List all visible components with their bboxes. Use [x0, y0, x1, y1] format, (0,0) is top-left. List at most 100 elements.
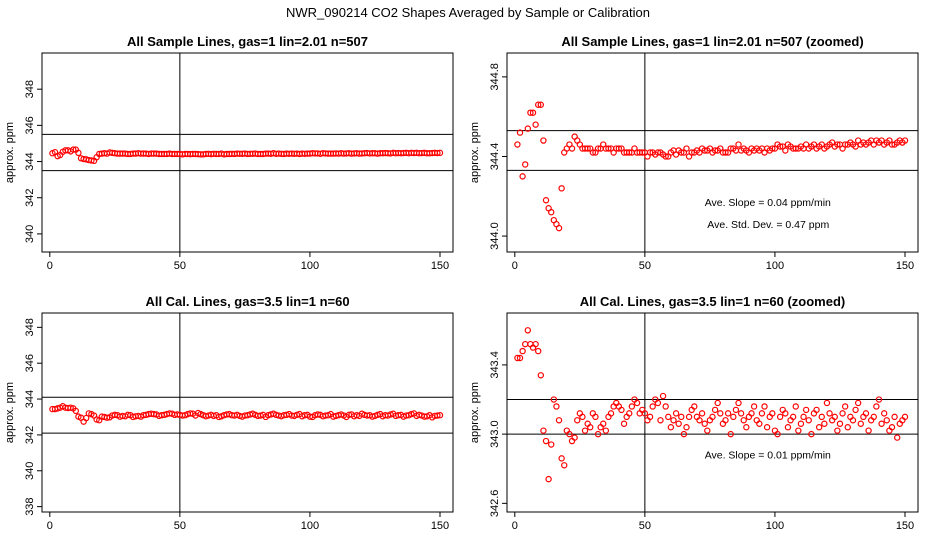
y-tick-label: 344.0 [489, 222, 501, 250]
data-point [782, 410, 789, 417]
data-point [540, 427, 547, 434]
data-point [683, 424, 690, 431]
data-point [83, 414, 90, 422]
plot-frame [506, 52, 919, 253]
data-point [85, 410, 93, 417]
data-point [124, 411, 132, 419]
data-point [519, 173, 526, 180]
data-point [516, 354, 524, 362]
data-point [901, 137, 909, 144]
data-point [545, 475, 552, 483]
data-point [727, 145, 734, 152]
data-point [678, 149, 685, 156]
y-tick-label: 343.4 [489, 351, 501, 379]
data-point [75, 149, 82, 157]
chart-title: All Cal. Lines, gas=3.5 lin=1 n=60 [145, 294, 349, 309]
data-point [537, 372, 545, 379]
data-point [555, 417, 563, 424]
data-point [672, 410, 680, 417]
data-point [893, 434, 901, 441]
chart-panel-4: All Cal. Lines, gas=3.5 lin=1 n=60 (zoom… [469, 294, 919, 532]
data-point [701, 420, 708, 427]
data-point [696, 417, 703, 424]
data-point [670, 417, 677, 424]
y-tick-label: 348 [24, 318, 36, 336]
data-point [698, 410, 706, 417]
data-point [740, 417, 747, 424]
x-tick-label: 0 [512, 520, 518, 532]
data-point [550, 396, 558, 403]
data-point [763, 424, 771, 431]
data-point [683, 145, 690, 152]
data-point [743, 424, 750, 431]
y-axis-label: approx. ppm [469, 122, 481, 183]
data-point [870, 413, 877, 421]
data-point [834, 427, 841, 434]
data-point [792, 145, 799, 152]
data-point [548, 208, 555, 216]
data-point [774, 430, 781, 438]
data-point [680, 430, 688, 438]
data-point [524, 125, 532, 132]
y-tick-label: 342.6 [489, 490, 501, 518]
data-point [187, 410, 194, 417]
data-point [761, 403, 768, 410]
data-point [730, 413, 737, 421]
data-point [436, 411, 444, 419]
x-tick-label: 100 [301, 520, 319, 532]
data-point [54, 405, 61, 412]
data-point [878, 420, 885, 427]
x-tick-label: 150 [896, 520, 914, 532]
y-tick-label: 340 [24, 225, 36, 243]
data-point [527, 109, 534, 116]
data-point [722, 417, 729, 424]
data-point [873, 403, 880, 410]
data-point [688, 149, 695, 156]
data-point [620, 420, 628, 427]
data-point [852, 143, 859, 150]
data-point [529, 109, 537, 116]
data-point [522, 340, 529, 348]
data-point [662, 153, 669, 160]
data-point [735, 399, 742, 407]
data-point [826, 410, 833, 417]
y-tick-label: 340 [24, 462, 36, 480]
data-point [750, 403, 758, 410]
y-axis-label: approx. ppm [4, 122, 16, 183]
data-point [724, 410, 732, 417]
data-point [434, 412, 441, 419]
chart-title: All Cal. Lines, gas=3.5 lin=1 n=60 (zoom… [580, 294, 846, 309]
y-tick-label: 342 [24, 189, 36, 207]
data-point [615, 145, 623, 152]
page-title: NWR_090214 CO2 Shapes Averaged by Sample… [286, 5, 650, 20]
data-point [841, 141, 849, 148]
y-axis-label: approx. ppm [4, 382, 16, 443]
data-point [646, 149, 654, 156]
data-point [532, 340, 539, 348]
data-point [776, 413, 784, 421]
data-point [579, 413, 586, 421]
data-point [662, 403, 669, 410]
data-point [802, 406, 810, 414]
data-point [566, 430, 573, 438]
data-point [732, 406, 740, 414]
data-point [607, 410, 615, 417]
data-point [665, 413, 672, 421]
data-point [776, 143, 784, 150]
data-point [659, 392, 667, 400]
data-point [831, 413, 838, 421]
data-point [522, 161, 529, 168]
x-tick-label: 100 [301, 260, 319, 272]
x-tick-label: 50 [639, 520, 651, 532]
data-point [888, 141, 896, 148]
data-point [93, 416, 100, 423]
data-point [70, 146, 77, 153]
data-point [581, 427, 589, 434]
data-point [714, 399, 721, 407]
data-point [815, 424, 823, 431]
data-point [854, 399, 862, 407]
x-tick-label: 100 [766, 260, 784, 272]
data-point [748, 410, 755, 417]
y-tick-label: 344 [24, 152, 36, 170]
data-point [519, 347, 526, 355]
